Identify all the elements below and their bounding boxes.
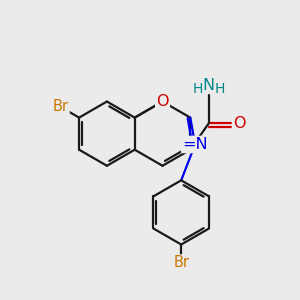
Text: N: N: [203, 77, 215, 92]
Text: H: H: [192, 82, 203, 97]
Text: Br: Br: [52, 99, 69, 114]
Text: =N: =N: [182, 137, 208, 152]
Text: H: H: [215, 82, 225, 97]
Text: O: O: [156, 94, 169, 109]
Text: Br: Br: [173, 255, 189, 270]
Text: O: O: [233, 116, 245, 131]
